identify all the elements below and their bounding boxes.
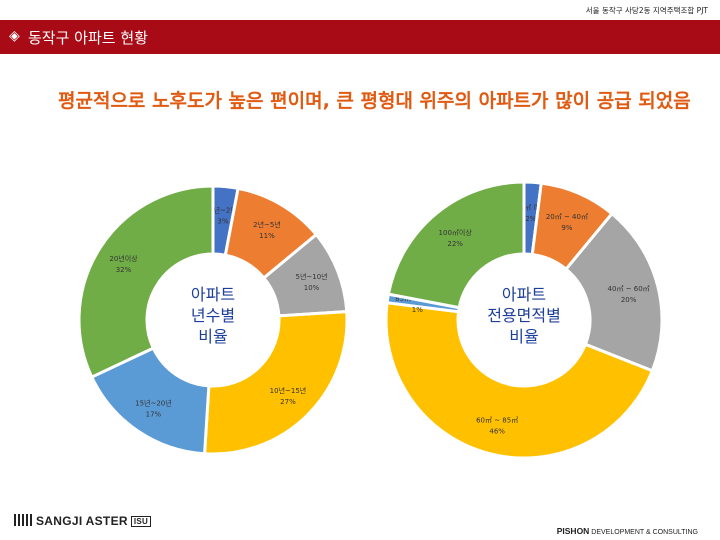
donut-2-center-label-1: 아파트 (502, 285, 546, 304)
donut-1-value-label-3: 10% (304, 284, 320, 292)
donut-1-category-label-6: 20년이상 (109, 254, 138, 263)
pishon-logo: PISHON DEVELOPMENT & CONSULTING (557, 526, 698, 536)
donut-2-center-label-3: 비율 (509, 327, 538, 346)
donut-1-category-label-4: 10년~15년 (270, 386, 307, 395)
donut-1-value-label-5: 17% (146, 411, 162, 419)
donut-2-value-label-3: 20% (621, 296, 637, 304)
donut-1-slice-4 (202, 309, 349, 456)
donut-2-category-label-3: 40㎡ ~ 60㎡ (608, 285, 650, 293)
donut-2-value-label-5: 1% (412, 306, 423, 314)
isu-badge: ISU (130, 516, 152, 527)
pishon-tagline: DEVELOPMENT & CONSULTING (591, 529, 698, 536)
donut-2-value-label-2: 9% (561, 224, 572, 232)
barcode-logo-icon (14, 514, 32, 526)
sangji-aster-logo: SANGJI ASTER ISU (14, 514, 152, 528)
diamond-icon: ◈ (9, 28, 20, 44)
donut-2-value-label-6: 22% (447, 240, 463, 248)
donut-1-value-label-4: 27% (280, 398, 296, 406)
donut-2-slice-4 (384, 301, 655, 460)
donut-1-value-label-6: 32% (116, 266, 132, 274)
donut-1-category-label-2: 2년~5년 (253, 220, 281, 229)
pishon-brand: PISHON (556, 526, 590, 536)
donut-2-value-label-1: 2% (525, 215, 536, 223)
donut-1-category-label-3: 5년~10년 (296, 272, 328, 281)
donut-2-center-label-2: 전용면적별 (487, 306, 561, 325)
donut-2-value-label-4: 46% (489, 428, 505, 436)
donut-1-center-label-3: 비율 (198, 327, 227, 346)
headline: 평균적으로 노후도가 높은 편이며, 큰 평형대 위주의 아파트가 많이 공급 … (58, 90, 691, 112)
project-name: 서울 동작구 사당2동 지역주택조합 PJT (585, 6, 708, 15)
donut-1-slice-6 (77, 184, 215, 380)
donut-2-slice-6 (386, 180, 526, 310)
donut-2-category-label-6: 100㎡이상 (439, 228, 473, 237)
donut-1-center-label-1: 아파트 (191, 285, 235, 304)
donut-1-value-label-2: 11% (259, 232, 275, 240)
donut-2-slice-3 (563, 211, 664, 373)
donut-2-category-label-4: 60㎡ ~ 85㎡ (476, 417, 518, 425)
logo-text: SANGJI ASTER (36, 514, 128, 528)
donut-2-category-label-2: 20㎡ ~ 40㎡ (546, 213, 588, 221)
page-title: 동작구 아파트 현황 (28, 29, 148, 47)
donut-1-category-label-5: 15년~20년 (135, 399, 172, 408)
donut-1-value-label-1: 3% (217, 217, 228, 225)
title-bar: ◈ 동작구 아파트 현황 (0, 20, 720, 54)
donut-1-center-label-2: 년수별 (191, 306, 235, 325)
donut-1-category-label-1: 1년~2년 (209, 205, 237, 214)
donut-2-category-label-1: 20㎡ 이하 (515, 203, 547, 212)
